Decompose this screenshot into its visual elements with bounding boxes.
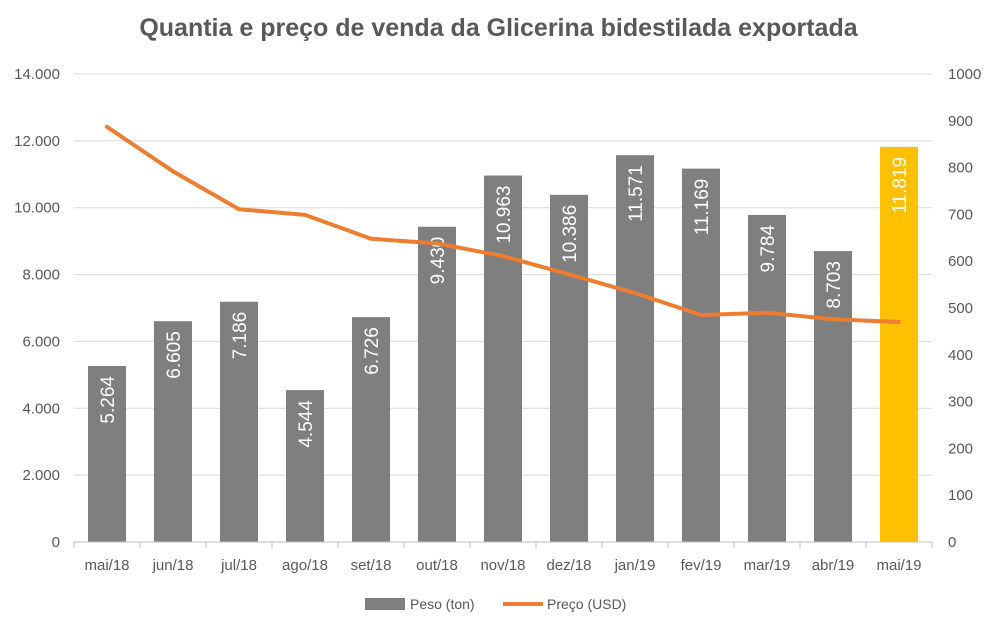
bar-data-label: 9.430 bbox=[428, 237, 449, 285]
y-left-tick-label: 10.000 bbox=[14, 200, 60, 217]
price-point bbox=[172, 170, 174, 172]
bar-data-label: 6.726 bbox=[362, 327, 383, 375]
bar bbox=[154, 321, 192, 542]
x-tick-label: out/18 bbox=[416, 557, 458, 574]
legend-label-peso: Peso (ton) bbox=[410, 596, 475, 612]
x-tick-label: abr/19 bbox=[812, 557, 855, 574]
price-point bbox=[238, 208, 240, 210]
x-tick-label: jun/18 bbox=[152, 557, 194, 574]
y-left-tick-label: 12.000 bbox=[14, 133, 60, 150]
x-tick-label: jul/18 bbox=[220, 557, 257, 574]
price-point bbox=[568, 273, 570, 275]
bar bbox=[616, 155, 654, 542]
y-right-tick-label: 900 bbox=[948, 113, 973, 130]
price-point bbox=[106, 126, 108, 128]
bar bbox=[88, 366, 126, 542]
bar-data-label: 7.186 bbox=[230, 312, 251, 360]
bar-data-label: 5.264 bbox=[98, 376, 119, 424]
x-tick-label: ago/18 bbox=[282, 557, 328, 574]
y-left-tick-label: 6.000 bbox=[22, 333, 60, 350]
y-left-tick-label: 8.000 bbox=[22, 267, 60, 284]
y-right-tick-label: 400 bbox=[948, 347, 973, 364]
y-left-tick-label: 4.000 bbox=[22, 400, 60, 417]
price-point bbox=[634, 292, 636, 294]
bar-data-label: 11.819 bbox=[890, 157, 911, 214]
y-right-tick-label: 700 bbox=[948, 206, 973, 223]
bar bbox=[748, 214, 786, 542]
bar bbox=[418, 226, 456, 543]
y-right-tick-label: 800 bbox=[948, 160, 973, 177]
y-right-tick-label: 1000 bbox=[948, 66, 981, 83]
bar-data-label: 4.544 bbox=[296, 400, 317, 448]
price-point bbox=[700, 314, 702, 316]
legend-label-preco: Preço (USD) bbox=[547, 596, 626, 612]
x-tick-label: jan/19 bbox=[614, 557, 656, 574]
x-tick-label: mai/19 bbox=[876, 557, 921, 574]
bar bbox=[484, 175, 522, 542]
y-right-tick-label: 300 bbox=[948, 394, 973, 411]
bar bbox=[286, 390, 324, 542]
bar bbox=[682, 168, 720, 542]
bar-data-label: 11.169 bbox=[692, 179, 713, 236]
price-point bbox=[898, 321, 900, 323]
x-tick-label: nov/18 bbox=[480, 557, 525, 574]
bar bbox=[814, 251, 852, 542]
y-left-tick-label: 14.000 bbox=[14, 66, 60, 83]
bar bbox=[352, 317, 390, 542]
bar-data-label: 8.703 bbox=[824, 261, 845, 309]
x-tick-label: fev/19 bbox=[681, 557, 722, 574]
y-right-tick-label: 600 bbox=[948, 253, 973, 270]
price-point bbox=[502, 255, 504, 257]
y-right-tick-label: 200 bbox=[948, 440, 973, 457]
price-point bbox=[832, 318, 834, 320]
bar bbox=[550, 194, 588, 542]
y-right-tick-label: 500 bbox=[948, 300, 973, 317]
bar-data-label: 10.386 bbox=[560, 205, 581, 263]
legend-swatch-peso bbox=[365, 598, 405, 610]
bar bbox=[880, 146, 918, 542]
price-point bbox=[370, 238, 372, 240]
y-right-tick-label: 100 bbox=[948, 487, 973, 504]
y-left-tick-label: 2.000 bbox=[22, 467, 60, 484]
x-tick-label: set/18 bbox=[351, 557, 392, 574]
bar-data-label: 10.963 bbox=[494, 186, 515, 244]
bar-data-label: 9.784 bbox=[758, 225, 779, 273]
price-point bbox=[304, 214, 306, 216]
bar-data-label: 6.605 bbox=[164, 331, 185, 379]
x-tick-label: dez/18 bbox=[546, 557, 591, 574]
price-point bbox=[766, 312, 768, 314]
chart-title: Quantia e preço de venda da Glicerina bi… bbox=[139, 14, 858, 42]
bar-data-label: 11.571 bbox=[626, 165, 647, 222]
x-tick-label: mar/19 bbox=[744, 557, 791, 574]
y-left-tick-label: 0 bbox=[52, 534, 60, 551]
x-tick-label: mai/18 bbox=[84, 557, 129, 574]
price-point bbox=[436, 242, 438, 244]
bar bbox=[220, 301, 258, 542]
y-right-tick-label: 0 bbox=[948, 534, 956, 551]
